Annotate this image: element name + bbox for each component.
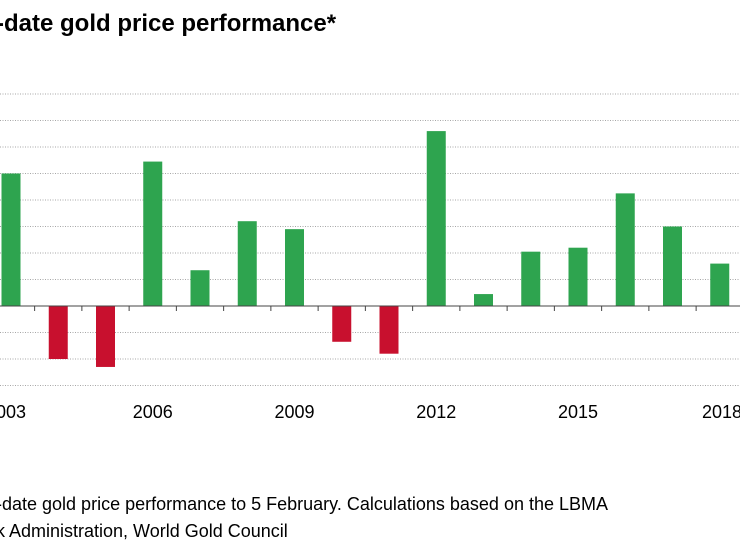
bar-chart: 003 2006 2009 2012 2015 2018 [0, 93, 740, 422]
bar-2011 [379, 306, 399, 354]
bar-2016 [615, 193, 635, 306]
x-tick-label: 2009 [274, 402, 314, 422]
footnote-line-1: -date gold price performance to 5 Februa… [0, 494, 608, 514]
bar-2014 [521, 251, 541, 306]
x-tick-label: 2012 [416, 402, 456, 422]
x-tick-label: 2018 [702, 402, 740, 422]
bar-2003 [1, 173, 21, 306]
x-tick-label: 2015 [558, 402, 598, 422]
bar-2006 [143, 161, 163, 306]
bar-2008 [237, 221, 257, 306]
zero-axis [0, 305, 740, 311]
x-axis-labels: 003 2006 2009 2012 2015 2018 [0, 402, 740, 422]
x-tick-label: 2006 [133, 402, 173, 422]
bars [1, 131, 730, 367]
gridlines [0, 93, 740, 386]
bar-2018 [710, 263, 730, 306]
bar-2013 [474, 294, 493, 306]
bar-2012 [426, 131, 446, 306]
bar-2004 [48, 306, 68, 359]
bar-2009 [285, 229, 304, 306]
bar-2005 [96, 306, 115, 367]
bar-2017 [663, 226, 682, 306]
footnote-line-2: k Administration, World Gold Council [0, 521, 288, 541]
chart-title: -date gold price performance* [0, 10, 337, 37]
bar-2010 [332, 306, 352, 342]
bar-2007 [190, 270, 210, 306]
x-tick-label: 003 [0, 402, 26, 422]
bar-2015 [568, 247, 588, 306]
